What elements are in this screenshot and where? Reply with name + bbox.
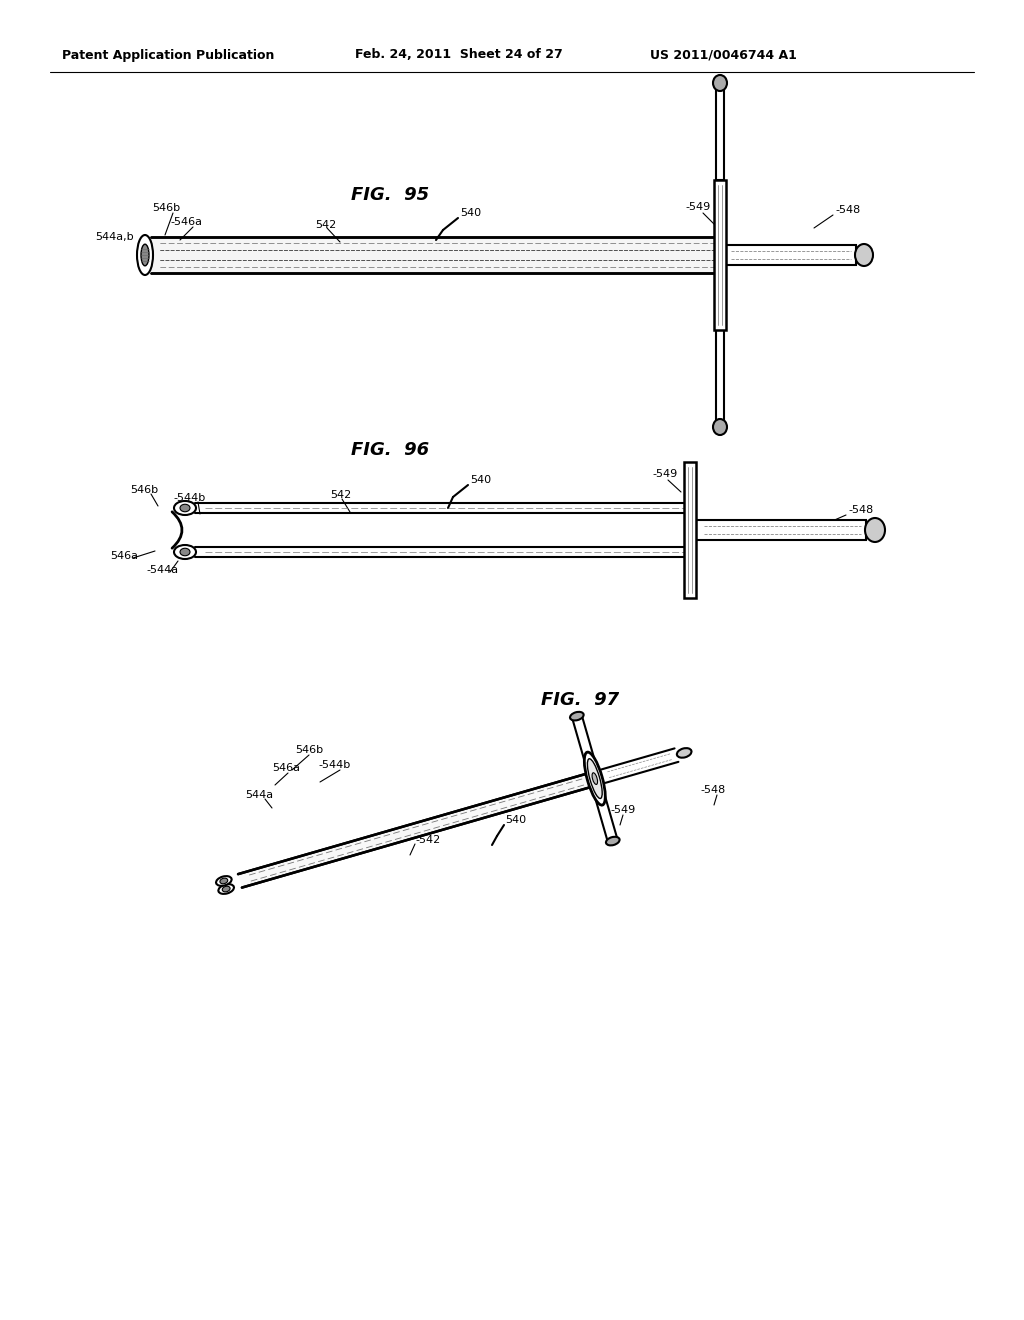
Ellipse shape [218, 884, 233, 894]
Text: US 2011/0046744 A1: US 2011/0046744 A1 [650, 49, 797, 62]
Text: FIG.  97: FIG. 97 [541, 690, 620, 709]
Text: Feb. 24, 2011  Sheet 24 of 27: Feb. 24, 2011 Sheet 24 of 27 [355, 49, 563, 62]
Text: 546b: 546b [295, 744, 324, 755]
Ellipse shape [713, 75, 727, 91]
Text: 540: 540 [505, 814, 526, 825]
Polygon shape [238, 774, 592, 887]
Text: 544a: 544a [245, 789, 273, 800]
FancyBboxPatch shape [696, 520, 866, 540]
Text: -542: -542 [415, 836, 440, 845]
Ellipse shape [180, 548, 190, 556]
FancyBboxPatch shape [716, 90, 724, 180]
Text: 546a: 546a [272, 763, 300, 774]
Ellipse shape [677, 748, 691, 758]
Text: 540: 540 [460, 209, 481, 218]
FancyArrowPatch shape [172, 512, 182, 548]
Text: -544b: -544b [173, 492, 205, 503]
FancyBboxPatch shape [151, 238, 720, 273]
Text: -548: -548 [700, 785, 725, 795]
Ellipse shape [216, 876, 231, 886]
Text: 546b: 546b [130, 484, 158, 495]
Text: 542: 542 [315, 220, 336, 230]
Ellipse shape [174, 545, 196, 558]
FancyArrowPatch shape [223, 883, 224, 887]
Text: 542: 542 [330, 490, 351, 500]
Text: 544a,b: 544a,b [95, 232, 133, 242]
Text: 546a: 546a [110, 550, 138, 561]
Ellipse shape [865, 517, 885, 543]
Ellipse shape [174, 502, 196, 515]
Text: 540: 540 [470, 475, 492, 484]
Ellipse shape [592, 772, 598, 784]
Text: -549: -549 [610, 805, 635, 814]
Text: -544b: -544b [318, 760, 350, 770]
Ellipse shape [180, 504, 190, 512]
Ellipse shape [220, 878, 227, 884]
Text: FIG.  96: FIG. 96 [351, 441, 429, 459]
Ellipse shape [588, 759, 602, 799]
Text: -549: -549 [685, 202, 711, 213]
Ellipse shape [713, 418, 727, 436]
Text: FIG.  95: FIG. 95 [351, 186, 429, 205]
Ellipse shape [570, 711, 584, 721]
Text: 546b: 546b [152, 203, 180, 213]
Text: -544a: -544a [146, 565, 178, 576]
Text: Patent Application Publication: Patent Application Publication [62, 49, 274, 62]
Ellipse shape [585, 752, 605, 805]
Text: -548: -548 [835, 205, 860, 215]
Ellipse shape [137, 235, 153, 275]
FancyBboxPatch shape [726, 246, 856, 265]
Text: -549: -549 [652, 469, 677, 479]
Ellipse shape [222, 886, 230, 892]
Ellipse shape [855, 244, 873, 267]
Ellipse shape [141, 244, 150, 265]
FancyBboxPatch shape [684, 462, 696, 598]
FancyBboxPatch shape [714, 180, 726, 330]
Ellipse shape [606, 837, 620, 845]
Text: -548: -548 [848, 506, 873, 515]
Text: -546a: -546a [170, 216, 202, 227]
FancyBboxPatch shape [716, 330, 724, 420]
